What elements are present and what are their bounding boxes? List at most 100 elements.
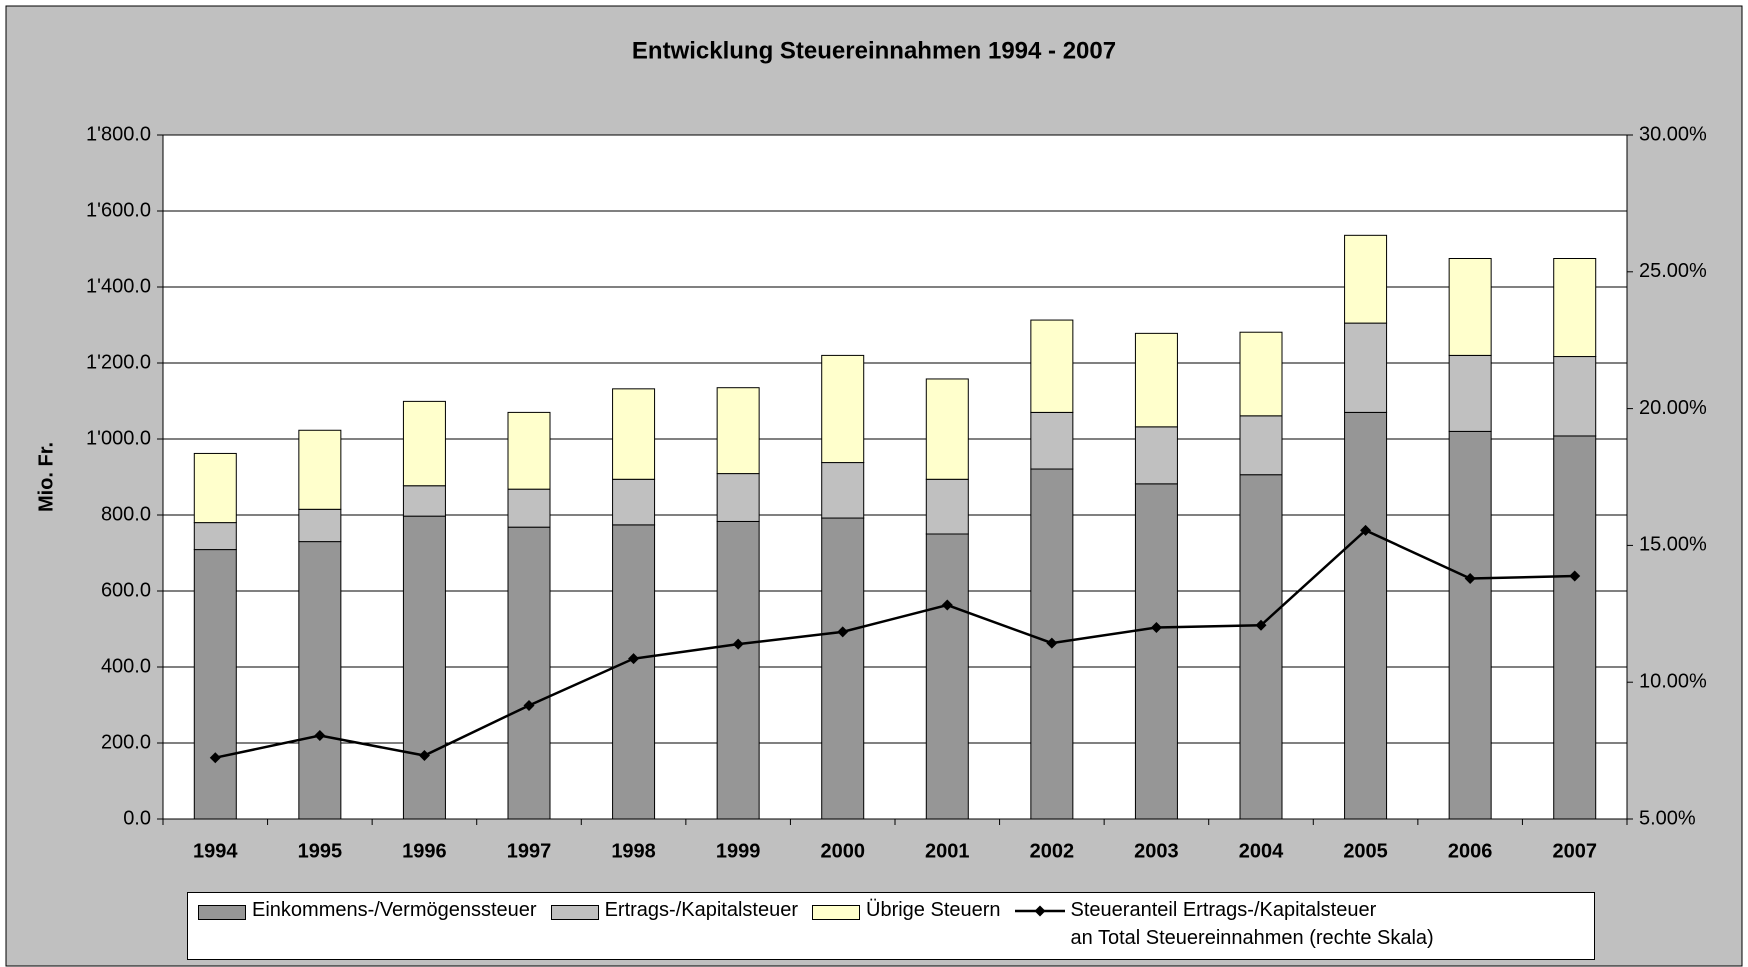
x-tick-label: 2005 — [1343, 840, 1388, 862]
x-tick-label: 2002 — [1030, 840, 1075, 862]
x-tick-label: 2004 — [1239, 840, 1284, 862]
bar-segment — [402, 515, 446, 820]
line-marker — [1464, 573, 1476, 585]
line-marker — [209, 752, 221, 764]
line-marker — [941, 599, 953, 611]
plot-area — [163, 135, 1627, 819]
bar-segment — [925, 478, 969, 535]
bar-segment — [1344, 411, 1388, 820]
y2-tick-label: 20.00% — [1639, 397, 1707, 419]
x-tick-label: 2006 — [1448, 840, 1493, 862]
line-marker — [1255, 619, 1267, 631]
bar-segment — [1344, 322, 1388, 413]
bar-segment — [402, 485, 446, 517]
bar-segment — [507, 488, 551, 528]
line-marker — [418, 750, 430, 762]
bar-segment — [1553, 356, 1597, 437]
bar-segment — [1030, 411, 1074, 470]
y-axis-label: Mio. Fr. — [35, 442, 57, 512]
y-tick-label: 200.0 — [101, 731, 151, 753]
bar-segment — [716, 387, 760, 475]
y-tick-label: 1'400.0 — [86, 275, 151, 297]
bar-segment — [1134, 426, 1178, 485]
legend-item: Einkommens-/Vermögenssteuer — [198, 899, 537, 924]
y2-tick-label: 10.00% — [1639, 670, 1707, 692]
line-marker — [732, 638, 744, 650]
bar-segment — [507, 526, 551, 820]
line-marker — [314, 730, 326, 742]
x-tick-label: 2007 — [1552, 840, 1597, 862]
y-tick-label: 1'600.0 — [86, 199, 151, 221]
bar-segment — [925, 378, 969, 480]
line-marker — [628, 653, 640, 665]
y2-tick-label: 5.00% — [1639, 807, 1696, 829]
bar-segment — [1030, 319, 1074, 413]
y-tick-label: 1'000.0 — [86, 427, 151, 449]
x-tick-label: 2003 — [1134, 840, 1179, 862]
legend-swatch — [198, 905, 246, 920]
line-marker — [1569, 570, 1581, 582]
bar-segment — [193, 452, 237, 524]
line — [215, 528, 1575, 759]
legend-label: Steueranteil Ertrags-/Kapitalsteuer an T… — [1070, 899, 1434, 949]
bar-segment — [507, 411, 551, 490]
bar-segment — [298, 508, 342, 543]
y2-tick-label: 25.00% — [1639, 260, 1707, 282]
bar-segment — [193, 549, 237, 820]
bar-segment — [1030, 468, 1074, 820]
x-tick-label: 1996 — [402, 840, 447, 862]
bar-segment — [1553, 435, 1597, 820]
bar-segment — [1448, 354, 1492, 432]
bar-segment — [402, 400, 446, 487]
x-tick-label: 2001 — [925, 840, 970, 862]
x-tick-label: 1994 — [193, 840, 238, 862]
bar-segment — [821, 517, 865, 820]
legend-key — [1014, 905, 1065, 917]
y-tick-label: 800.0 — [101, 503, 151, 525]
line-marker — [837, 626, 849, 638]
y-tick-label: 400.0 — [101, 655, 151, 677]
chart-title: Entwicklung Steuereinnahmen 1994 - 2007 — [632, 37, 1116, 64]
bar-segment — [1134, 332, 1178, 428]
x-tick-label: 1999 — [716, 840, 761, 862]
bar-segment — [925, 533, 969, 820]
legend-swatch — [812, 905, 860, 920]
bar-segment — [612, 478, 656, 526]
y-tick-label: 1'800.0 — [86, 123, 151, 145]
bar-segment — [1239, 331, 1283, 417]
bar-segment — [298, 541, 342, 820]
bar-segment — [1239, 474, 1283, 820]
y2-tick-label: 15.00% — [1639, 534, 1707, 556]
x-tick-label: 1995 — [298, 840, 343, 862]
y-tick-label: 0.0 — [123, 807, 151, 829]
y2-tick-label: 30.00% — [1639, 123, 1707, 145]
x-tick-label: 1998 — [611, 840, 656, 862]
line-marker — [523, 699, 535, 711]
bar-segment — [612, 524, 656, 820]
y-tick-label: 1'200.0 — [86, 351, 151, 373]
legend-label: Ertrags-/Kapitalsteuer — [604, 899, 798, 921]
bar-segment — [716, 520, 760, 820]
bar-segment — [1448, 430, 1492, 820]
bar-segment — [821, 462, 865, 519]
y-tick-label: 600.0 — [101, 579, 151, 601]
line-marker — [1360, 524, 1372, 536]
legend-label: Einkommens-/Vermögenssteuer — [252, 899, 537, 921]
legend-swatch — [550, 905, 599, 920]
bar-segment — [298, 429, 342, 510]
bar-segment — [1239, 415, 1283, 476]
line-marker — [1046, 637, 1058, 649]
legend-item: Ertrags-/Kapitalsteuer — [550, 899, 798, 924]
bar-segment — [716, 473, 760, 522]
bar-segment — [821, 354, 865, 464]
legend-label: Übrige Steuern — [866, 899, 1001, 921]
legend-item: Steueranteil Ertrags-/Kapitalsteuer an T… — [1014, 899, 1434, 952]
bar-segment — [193, 522, 237, 551]
line-marker — [1150, 621, 1162, 633]
bar-segment — [1448, 258, 1492, 356]
legend: Einkommens-/Vermögenssteuer Ertrags-/Kapi… — [187, 892, 1595, 960]
x-tick-label: 1997 — [507, 840, 552, 862]
bar-segment — [612, 388, 656, 480]
